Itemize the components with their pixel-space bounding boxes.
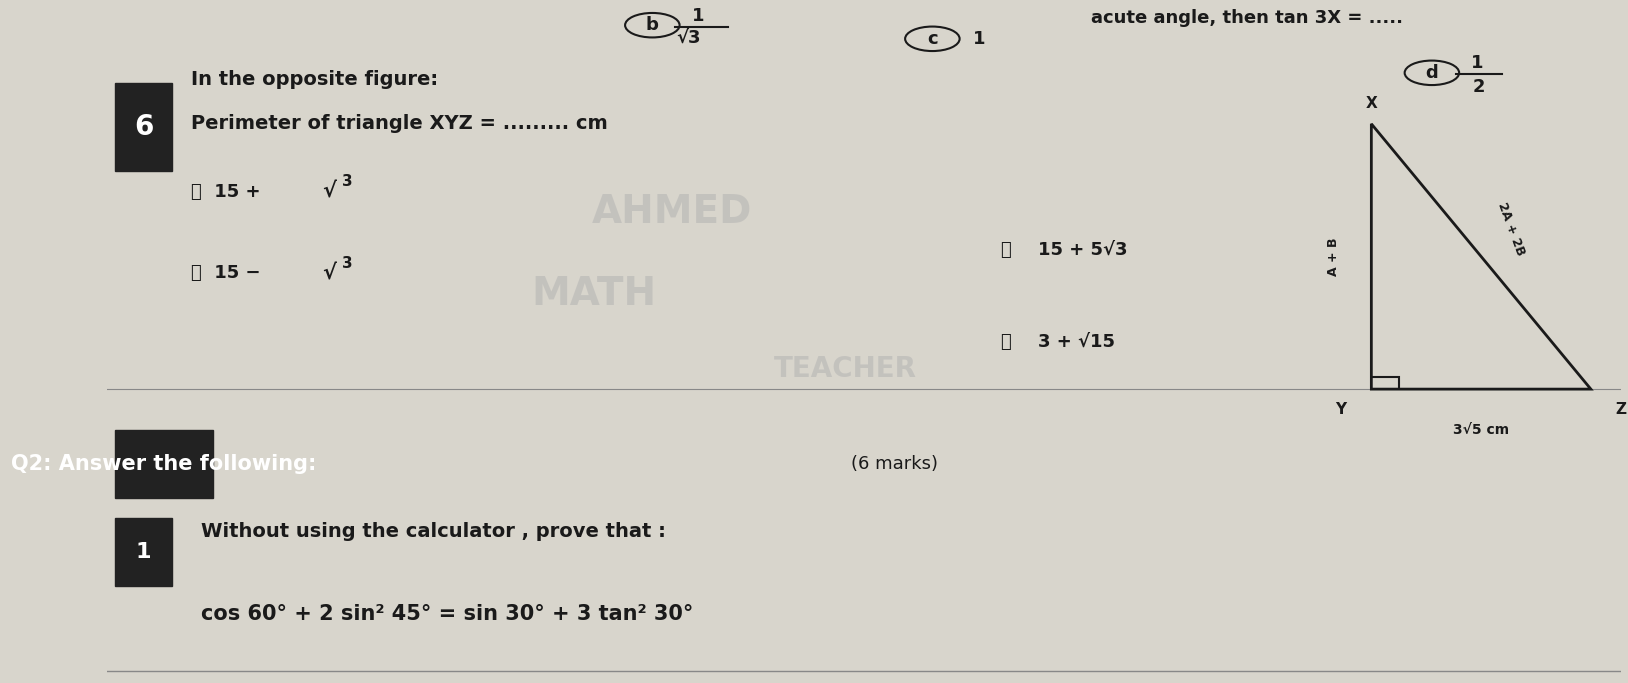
Text: ⓓ: ⓓ — [1001, 333, 1011, 350]
Text: 3: 3 — [342, 255, 353, 270]
Text: 3 + √15: 3 + √15 — [1039, 333, 1115, 350]
Text: Z: Z — [1615, 402, 1626, 417]
Text: Ⓑ: Ⓑ — [1001, 240, 1011, 259]
Text: AHMED: AHMED — [593, 193, 752, 232]
Text: 6: 6 — [133, 113, 153, 141]
Text: X: X — [1366, 96, 1377, 111]
Text: c: c — [926, 30, 938, 48]
Text: 2A + 2B: 2A + 2B — [1496, 201, 1527, 257]
Text: ⓐ  15 +: ⓐ 15 + — [190, 183, 260, 201]
Bar — [116, 430, 213, 498]
Bar — [116, 83, 173, 171]
Text: √: √ — [322, 264, 337, 283]
Text: A + B: A + B — [1327, 237, 1340, 276]
Bar — [116, 518, 173, 587]
Text: √: √ — [322, 182, 337, 202]
Text: 3: 3 — [342, 174, 353, 189]
Text: d: d — [1426, 64, 1438, 82]
Text: 15 + 5√3: 15 + 5√3 — [1039, 240, 1128, 259]
Text: TEACHER: TEACHER — [773, 354, 917, 382]
Text: In the opposite figure:: In the opposite figure: — [190, 70, 438, 89]
Text: Without using the calculator , prove that :: Without using the calculator , prove tha… — [202, 522, 666, 542]
Text: cos 60° + 2 sin² 45° = sin 30° + 3 tan² 30°: cos 60° + 2 sin² 45° = sin 30° + 3 tan² … — [202, 604, 694, 624]
Text: √3: √3 — [676, 29, 702, 46]
Text: 1: 1 — [692, 8, 703, 25]
Text: 3√5 cm: 3√5 cm — [1454, 423, 1509, 437]
Text: Y: Y — [1335, 402, 1346, 417]
Text: 1: 1 — [137, 542, 151, 562]
Text: MATH: MATH — [531, 275, 656, 313]
Text: (6 marks): (6 marks) — [851, 455, 938, 473]
Text: 1: 1 — [974, 30, 985, 48]
Text: Ⓜ  15 −: Ⓜ 15 − — [190, 264, 260, 283]
Text: Q2: Answer the following:: Q2: Answer the following: — [11, 454, 316, 474]
Text: b: b — [646, 16, 659, 34]
Text: acute angle, then tan 3X = .....: acute angle, then tan 3X = ..... — [1091, 10, 1403, 27]
Text: Perimeter of triangle XYZ = ......... cm: Perimeter of triangle XYZ = ......... cm — [190, 114, 607, 133]
Text: 1: 1 — [1472, 53, 1483, 72]
Text: 2: 2 — [1473, 78, 1485, 96]
